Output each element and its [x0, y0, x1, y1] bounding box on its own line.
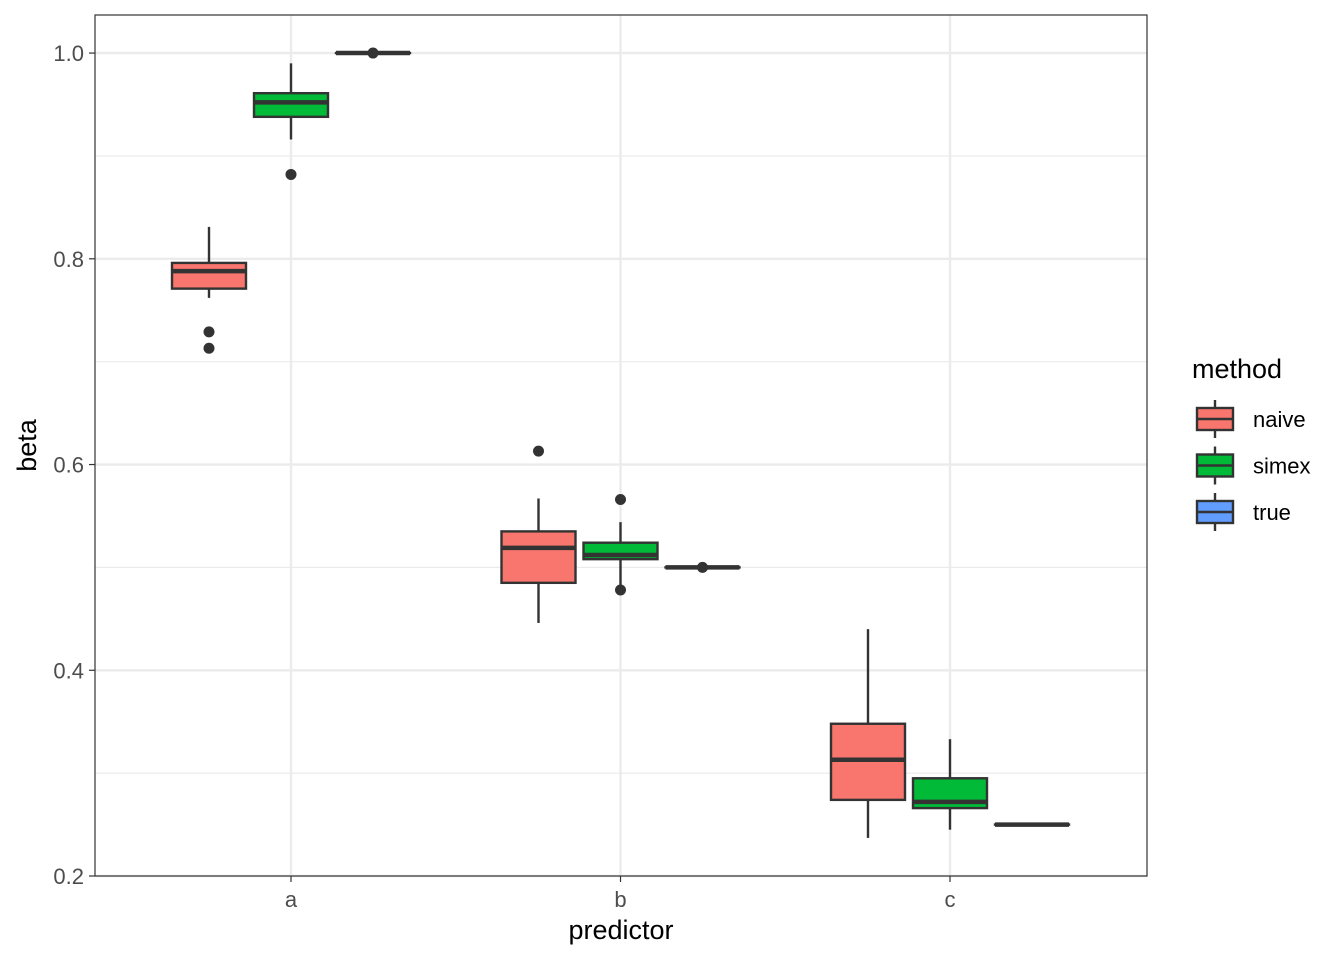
legend-item-true: true — [1195, 493, 1291, 531]
y-axis: 0.2 0.4 0.6 0.8 1.0 — [53, 41, 95, 889]
y-tick-label: 0.6 — [53, 453, 84, 478]
legend-label: naive — [1253, 407, 1306, 432]
boxplot-simex-c — [911, 739, 989, 830]
legend-item-naive: naive — [1195, 400, 1306, 438]
y-axis-title: beta — [12, 418, 42, 472]
plot-panel — [94, 14, 1148, 878]
x-tick-label: a — [285, 887, 298, 912]
box — [170, 261, 248, 290]
x-axis-title: predictor — [568, 915, 673, 945]
outlier-point — [203, 342, 215, 354]
outlier-point — [615, 584, 626, 596]
legend-title: method — [1192, 354, 1282, 384]
y-tick-label: 0.4 — [53, 658, 84, 683]
outlier-point — [697, 561, 708, 573]
boxplot-simex-a — [252, 63, 330, 180]
box — [252, 91, 330, 119]
legend-item-simex: simex — [1195, 446, 1310, 485]
outlier-point — [533, 445, 544, 457]
boxplot-naive-c — [829, 629, 907, 838]
outlier-point — [285, 168, 297, 180]
boxplot-naive-b — [500, 445, 577, 623]
boxplot-naive-a — [170, 226, 248, 354]
legend: method naive simex true — [1192, 354, 1310, 531]
boxplot-true-a — [334, 47, 412, 59]
y-tick-label: 1.0 — [53, 41, 84, 66]
outlier-point — [615, 494, 626, 506]
boxplot-marks — [170, 47, 1071, 838]
y-tick-label: 0.2 — [53, 864, 84, 889]
box — [500, 530, 577, 585]
legend-label: true — [1253, 500, 1291, 525]
legend-label: simex — [1253, 454, 1310, 479]
boxplot-simex-b — [582, 494, 659, 596]
outlier-point — [203, 326, 215, 338]
x-axis: a b c — [285, 876, 956, 912]
legend-items: naive simex true — [1195, 400, 1310, 531]
x-tick-label: b — [614, 887, 626, 912]
x-tick-label: c — [945, 887, 956, 912]
outlier-point — [367, 47, 379, 59]
boxplot-true-b — [664, 561, 741, 573]
y-tick-label: 0.8 — [53, 247, 84, 272]
